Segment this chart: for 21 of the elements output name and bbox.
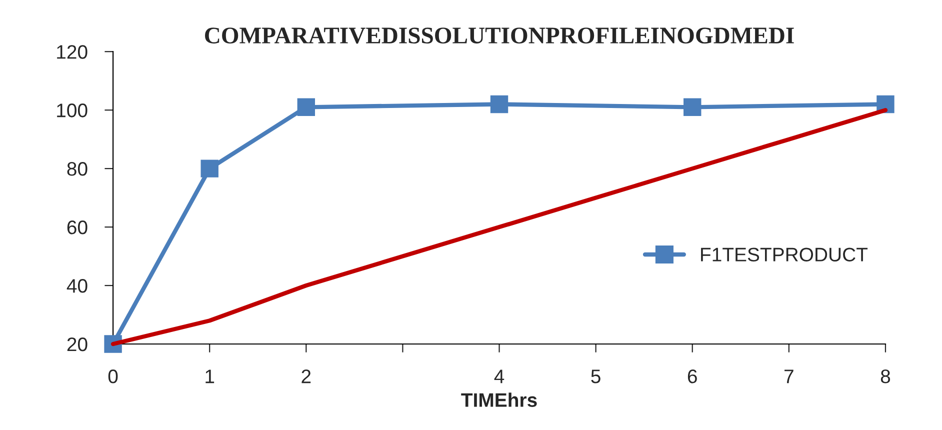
x-tick-label: 7 (784, 370, 794, 384)
x-tick-label: 6 (688, 370, 697, 384)
y-tick-label: 20 (67, 337, 88, 352)
x-tick-label: 5 (591, 370, 600, 384)
point (200, 160, 218, 178)
x-tick-label: 4 (494, 370, 504, 384)
x-tick-label: 1 (206, 370, 214, 384)
y-tick-label: 60 (67, 220, 88, 234)
x-axis-title: TIMEhrs (461, 392, 537, 407)
chart-title: COMPARATIVEDISSOLUTIONPROFILEINOGDMEDI (205, 28, 794, 44)
y-tick-label: 40 (66, 278, 88, 293)
point (684, 98, 702, 116)
x-tick-label: 2 (302, 370, 311, 384)
point (490, 95, 508, 114)
point (297, 98, 316, 116)
y-tick-label: 100 (57, 104, 88, 118)
legend-label: F1TESTPRODUCT (701, 248, 868, 262)
y-tick-label: 80 (67, 162, 88, 176)
y-tick-label: 120 (57, 45, 88, 59)
x-tick-label: 8 (880, 370, 890, 384)
x-tick-label: 0 (108, 370, 118, 384)
